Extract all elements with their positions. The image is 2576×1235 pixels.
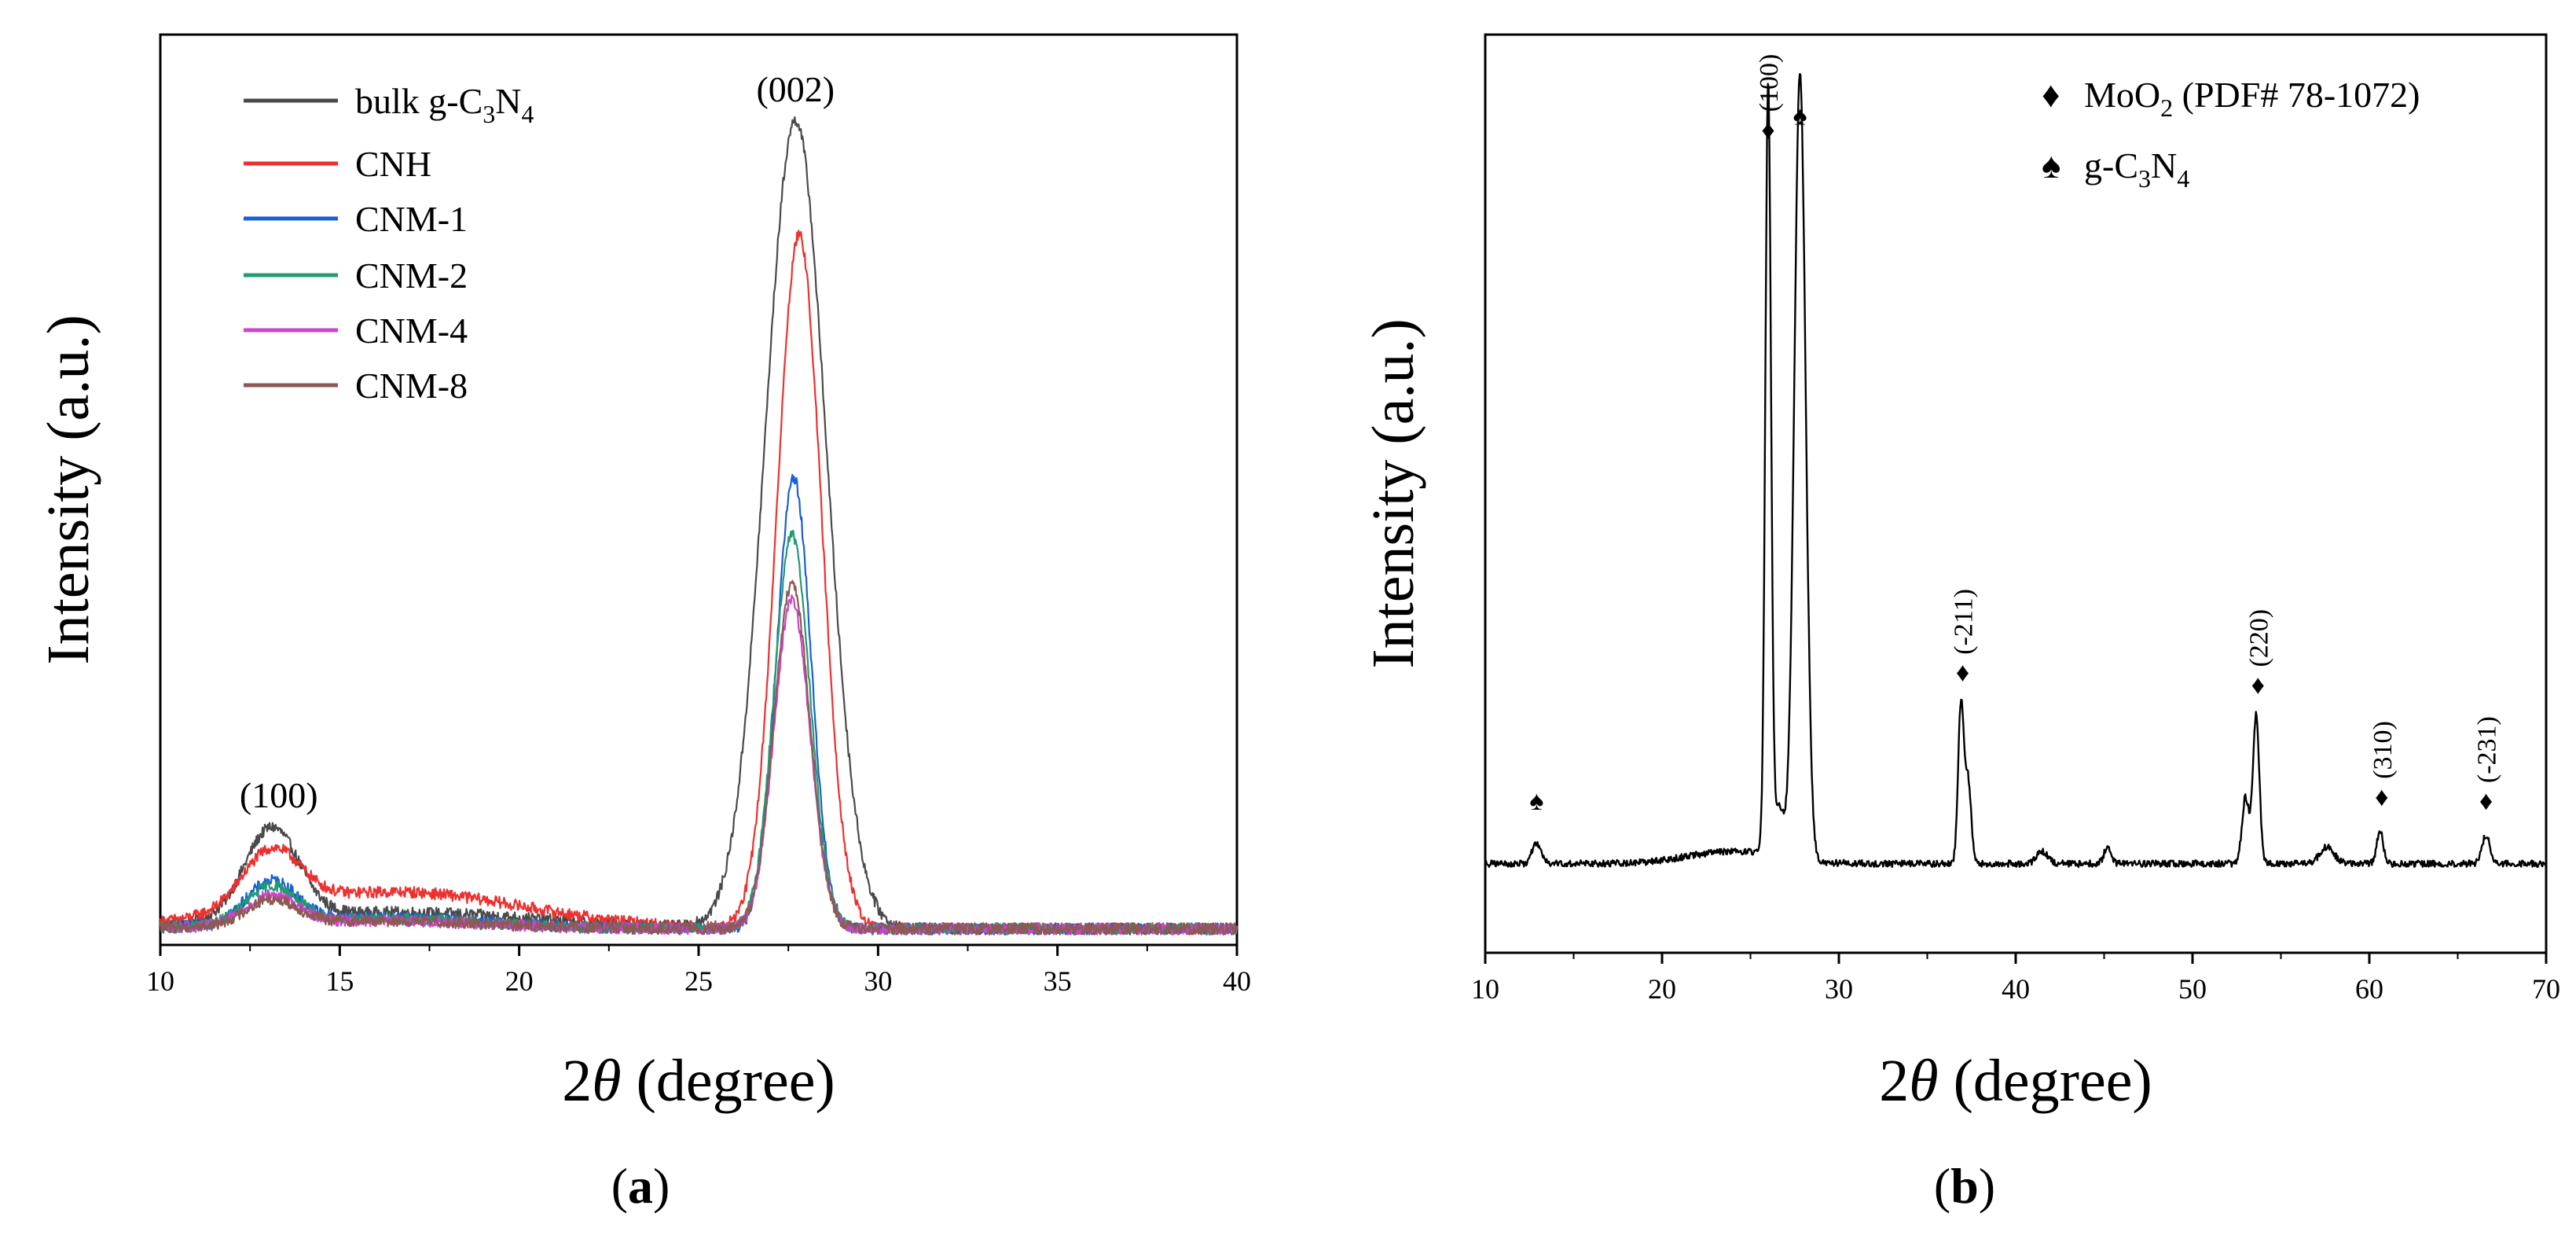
panel-b: 10 20 30 40 50 60 70 ♦ (100) ♠ ♦ (-211) ♦ (220) ♦ (310… [1360,33,2560,1214]
diamond-marker-icon: ♦ [2479,787,2493,816]
panel-b-peak-annotations: ♦ (100) ♠ ♦ (-211) ♦ (220) ♦ (310) ♦ (-231) ♠ [1529,54,2501,816]
legend-label-cnm-1: CNM-1 [355,199,468,239]
x-tick-label-30: 30 [864,965,892,997]
panel-b-legend: ♦ MoO2 (PDF# 78-1072) ♠ g-C3N4 [2042,75,2420,193]
spade-marker-icon: ♠ [1793,101,1807,130]
x-tick-label-20: 20 [505,965,534,997]
panel-b-y-axis-title: Intensity (a.u.) [1360,318,1426,668]
x-tick-label-10: 10 [1471,973,1499,1005]
x-tick-label-40: 40 [2002,973,2030,1005]
diamond-marker-icon: ♦ [1956,659,1969,688]
legend-label-gc3n4: g-C3N4 [2084,145,2189,193]
spade-marker-icon: ♠ [1529,787,1543,816]
x-tick-label-50: 50 [2178,973,2207,1005]
panel-a-series-cnh [159,230,1238,935]
x-tick-label-15: 15 [325,965,354,997]
x-tick-label-60: 60 [2355,973,2383,1005]
panel-b-series-sample [1484,73,2548,868]
panel-a-series-cnm-8 [159,579,1238,935]
legend-label-cnh: CNH [355,144,431,184]
panel-a-label: (a) [611,1158,670,1214]
diamond-marker-icon: ♦ [2375,783,2388,812]
panel-a-series-cnm-1 [160,473,1238,935]
panel-a-plot-frame [159,33,1238,946]
x-tick-label-25: 25 [684,965,713,997]
panel-b-plot-area [1484,73,2548,868]
peak-label-100: (100) [1755,54,1784,112]
legend-label-moo2: MoO2 (PDF# 78-1072) [2084,75,2420,122]
peak-label-310: (310) [2369,721,2398,779]
panel-b-label: (b) [1934,1158,1995,1214]
x-tick-label-10: 10 [146,965,174,997]
legend-label-cnm-4: CNM-4 [355,311,468,351]
panel-a-x-axis: 10 15 20 25 30 35 40 [146,945,1251,997]
panel-b-x-axis-title: 2θ (degree) [1879,1048,2152,1114]
peak-label-220: (220) [2244,609,2273,667]
legend-label-cnm-8: CNM-8 [355,366,468,406]
legend-diamond-icon: ♦ [2042,75,2060,115]
panel-b-plot-frame [1484,33,2548,954]
panel-a-x-axis-title: 2θ (degree) [562,1048,835,1114]
diamond-marker-icon: ♦ [1761,116,1774,145]
diamond-marker-icon: ♦ [2251,671,2265,700]
x-tick-label-30: 30 [1825,973,1853,1005]
x-tick-label-20: 20 [1648,973,1676,1005]
panel-a: 10 15 20 25 30 35 40 bulk g-C3N4 CNH CNM-1 CNM… [35,33,1251,1214]
peak-label-neg211: (-211) [1950,589,1979,655]
panel-a-peak-label-002: (002) [756,69,835,109]
panel-a-y-axis-title: Intensity (a.u.) [35,314,101,664]
x-tick-label-35: 35 [1044,965,1072,997]
peak-label-neg231: (-231) [2473,716,2502,783]
panel-a-legend: bulk g-C3N4 CNH CNM-1 CNM-2 CNM-4 CNM-8 [244,81,534,406]
legend-label-bulk: bulk g-C3N4 [355,81,534,128]
panel-a-series-bulk-g-c3n4 [159,116,1238,935]
x-tick-label-40: 40 [1223,965,1251,997]
panel-a-peak-label-100: (100) [240,775,318,815]
x-tick-label-70: 70 [2532,973,2560,1005]
panel-b-x-axis: 10 20 30 40 50 60 70 [1471,953,2560,1005]
panel-a-series-cnm-2 [159,529,1238,935]
legend-spade-icon: ♠ [2042,145,2060,186]
panel-a-plot-area [159,116,1238,935]
legend-label-cnm-2: CNM-2 [355,255,468,296]
